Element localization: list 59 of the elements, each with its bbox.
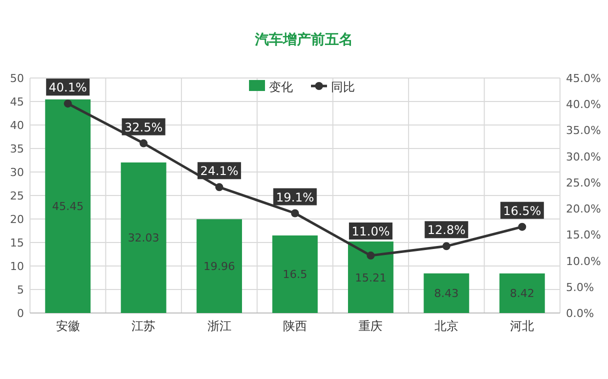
point xyxy=(215,183,224,192)
y-tick-label: 20 xyxy=(10,213,24,226)
x-tick-label: 河北 xyxy=(510,319,534,333)
y2-tick-label: 20.0% xyxy=(566,202,601,216)
point xyxy=(140,139,148,148)
bar xyxy=(45,99,91,313)
point xyxy=(442,242,450,250)
chart-title: 汽车增产前五名 xyxy=(254,31,353,48)
data-label: 19.1% xyxy=(276,190,314,204)
y-tick-label: 10 xyxy=(10,260,24,273)
legend-label: 同比 xyxy=(331,80,355,94)
y-tick-label: 30 xyxy=(10,166,24,179)
data-label: 11.0% xyxy=(352,224,390,239)
bar xyxy=(348,242,394,313)
y2-tick-label: 0.0% xyxy=(566,307,594,320)
legend-label: 变化 xyxy=(269,80,293,94)
y-tick-label: 25 xyxy=(10,190,24,202)
x-tick-label: 陕西 xyxy=(283,319,307,333)
data-label: 45.45 xyxy=(52,200,84,214)
x-tick-label: 浙江 xyxy=(207,319,232,333)
y2-tick-label: 45.0% xyxy=(566,72,601,85)
y-tick-label: 5 xyxy=(17,284,24,296)
point xyxy=(366,252,375,260)
bar xyxy=(120,162,166,313)
point xyxy=(518,222,526,231)
bar xyxy=(196,219,242,313)
y2-tick-label: 30.0% xyxy=(566,150,601,164)
y2-tick-label: 35.0% xyxy=(566,124,601,138)
x-tick-label: 重庆 xyxy=(358,319,383,333)
y-tick-label: 45 xyxy=(10,96,24,108)
bar xyxy=(272,235,318,313)
y-tick-label: 50 xyxy=(10,72,24,85)
y-tick-label: 35 xyxy=(10,142,24,156)
data-label: 19.96 xyxy=(204,260,236,274)
data-label: 24.1% xyxy=(200,164,238,178)
point xyxy=(64,100,72,108)
data-label: 32.5% xyxy=(124,120,163,134)
y2-tick-label: 15.0% xyxy=(566,228,601,242)
data-label: 16.5% xyxy=(503,204,542,218)
x-tick-label: 北京 xyxy=(434,319,458,333)
y-tick-label: 15 xyxy=(10,236,24,250)
y2-tick-label: 40.0% xyxy=(566,98,601,112)
y-tick-label: 40 xyxy=(10,119,24,132)
y2-tick-label: 5.0% xyxy=(566,280,594,294)
data-label: 8.42 xyxy=(510,287,534,300)
data-label: 8.43 xyxy=(434,287,459,300)
data-label: 12.8% xyxy=(427,223,466,238)
point xyxy=(291,209,299,218)
data-label: 40.1% xyxy=(48,80,87,95)
bar xyxy=(424,273,470,313)
x-tick-label: 安徽 xyxy=(56,319,80,333)
data-label: 15.21 xyxy=(354,271,386,284)
y2-tick-label: 25.0% xyxy=(566,176,601,190)
data-label: 32.03 xyxy=(128,232,160,245)
bar xyxy=(499,273,545,313)
data-label: 16.5 xyxy=(282,268,308,282)
x-tick-label: 江苏 xyxy=(132,319,156,333)
y-tick-label: 0 xyxy=(17,307,24,320)
y2-tick-label: 10.0% xyxy=(566,254,601,268)
